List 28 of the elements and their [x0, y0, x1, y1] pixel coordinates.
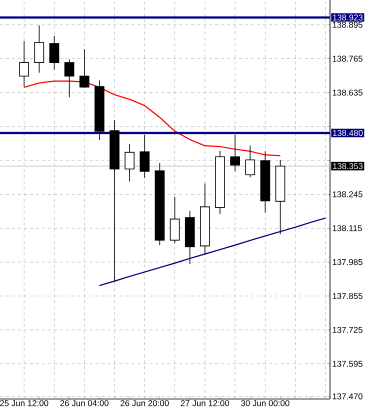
candlestick — [245, 145, 256, 178]
x-tick-label: 26 Jun 04:00 — [60, 400, 109, 406]
y-tick-label: 138.115 — [332, 225, 362, 232]
ref-line-label: 138.480 — [333, 130, 363, 136]
candlestick — [34, 24, 44, 74]
y-tick-label: 137.470 — [332, 393, 362, 400]
y-tick-label: 137.725 — [332, 326, 362, 333]
candlestick — [124, 144, 135, 182]
candlestick — [79, 48, 90, 88]
x-tick-label: 25 Jun 12:00 — [0, 400, 48, 406]
candlestick — [170, 196, 180, 244]
candlestick — [140, 134, 150, 179]
y-tick-label: 137.985 — [332, 259, 362, 266]
y-tick-label: 138.765 — [332, 56, 362, 62]
x-tick-label: 27 Jun 12:00 — [180, 400, 230, 406]
y-tick-label: 137.595 — [332, 360, 362, 367]
x-tick-label: 30 Jun 00:00 — [241, 400, 290, 406]
y-tick-label: 138.245 — [332, 191, 362, 198]
y-tick-label: 137.855 — [332, 293, 362, 299]
candlestick — [19, 40, 30, 87]
ref-line-label: 138.353 — [333, 163, 363, 170]
ref-line-label: 138.923 — [333, 14, 363, 20]
candlestick — [230, 134, 240, 172]
candlestick — [49, 36, 60, 70]
y-tick-label: 138.895 — [332, 22, 362, 28]
x-tick-label: 26 Jun 20:00 — [120, 400, 169, 406]
candlestick — [64, 59, 74, 98]
y-tick-label: 138.635 — [332, 90, 362, 96]
